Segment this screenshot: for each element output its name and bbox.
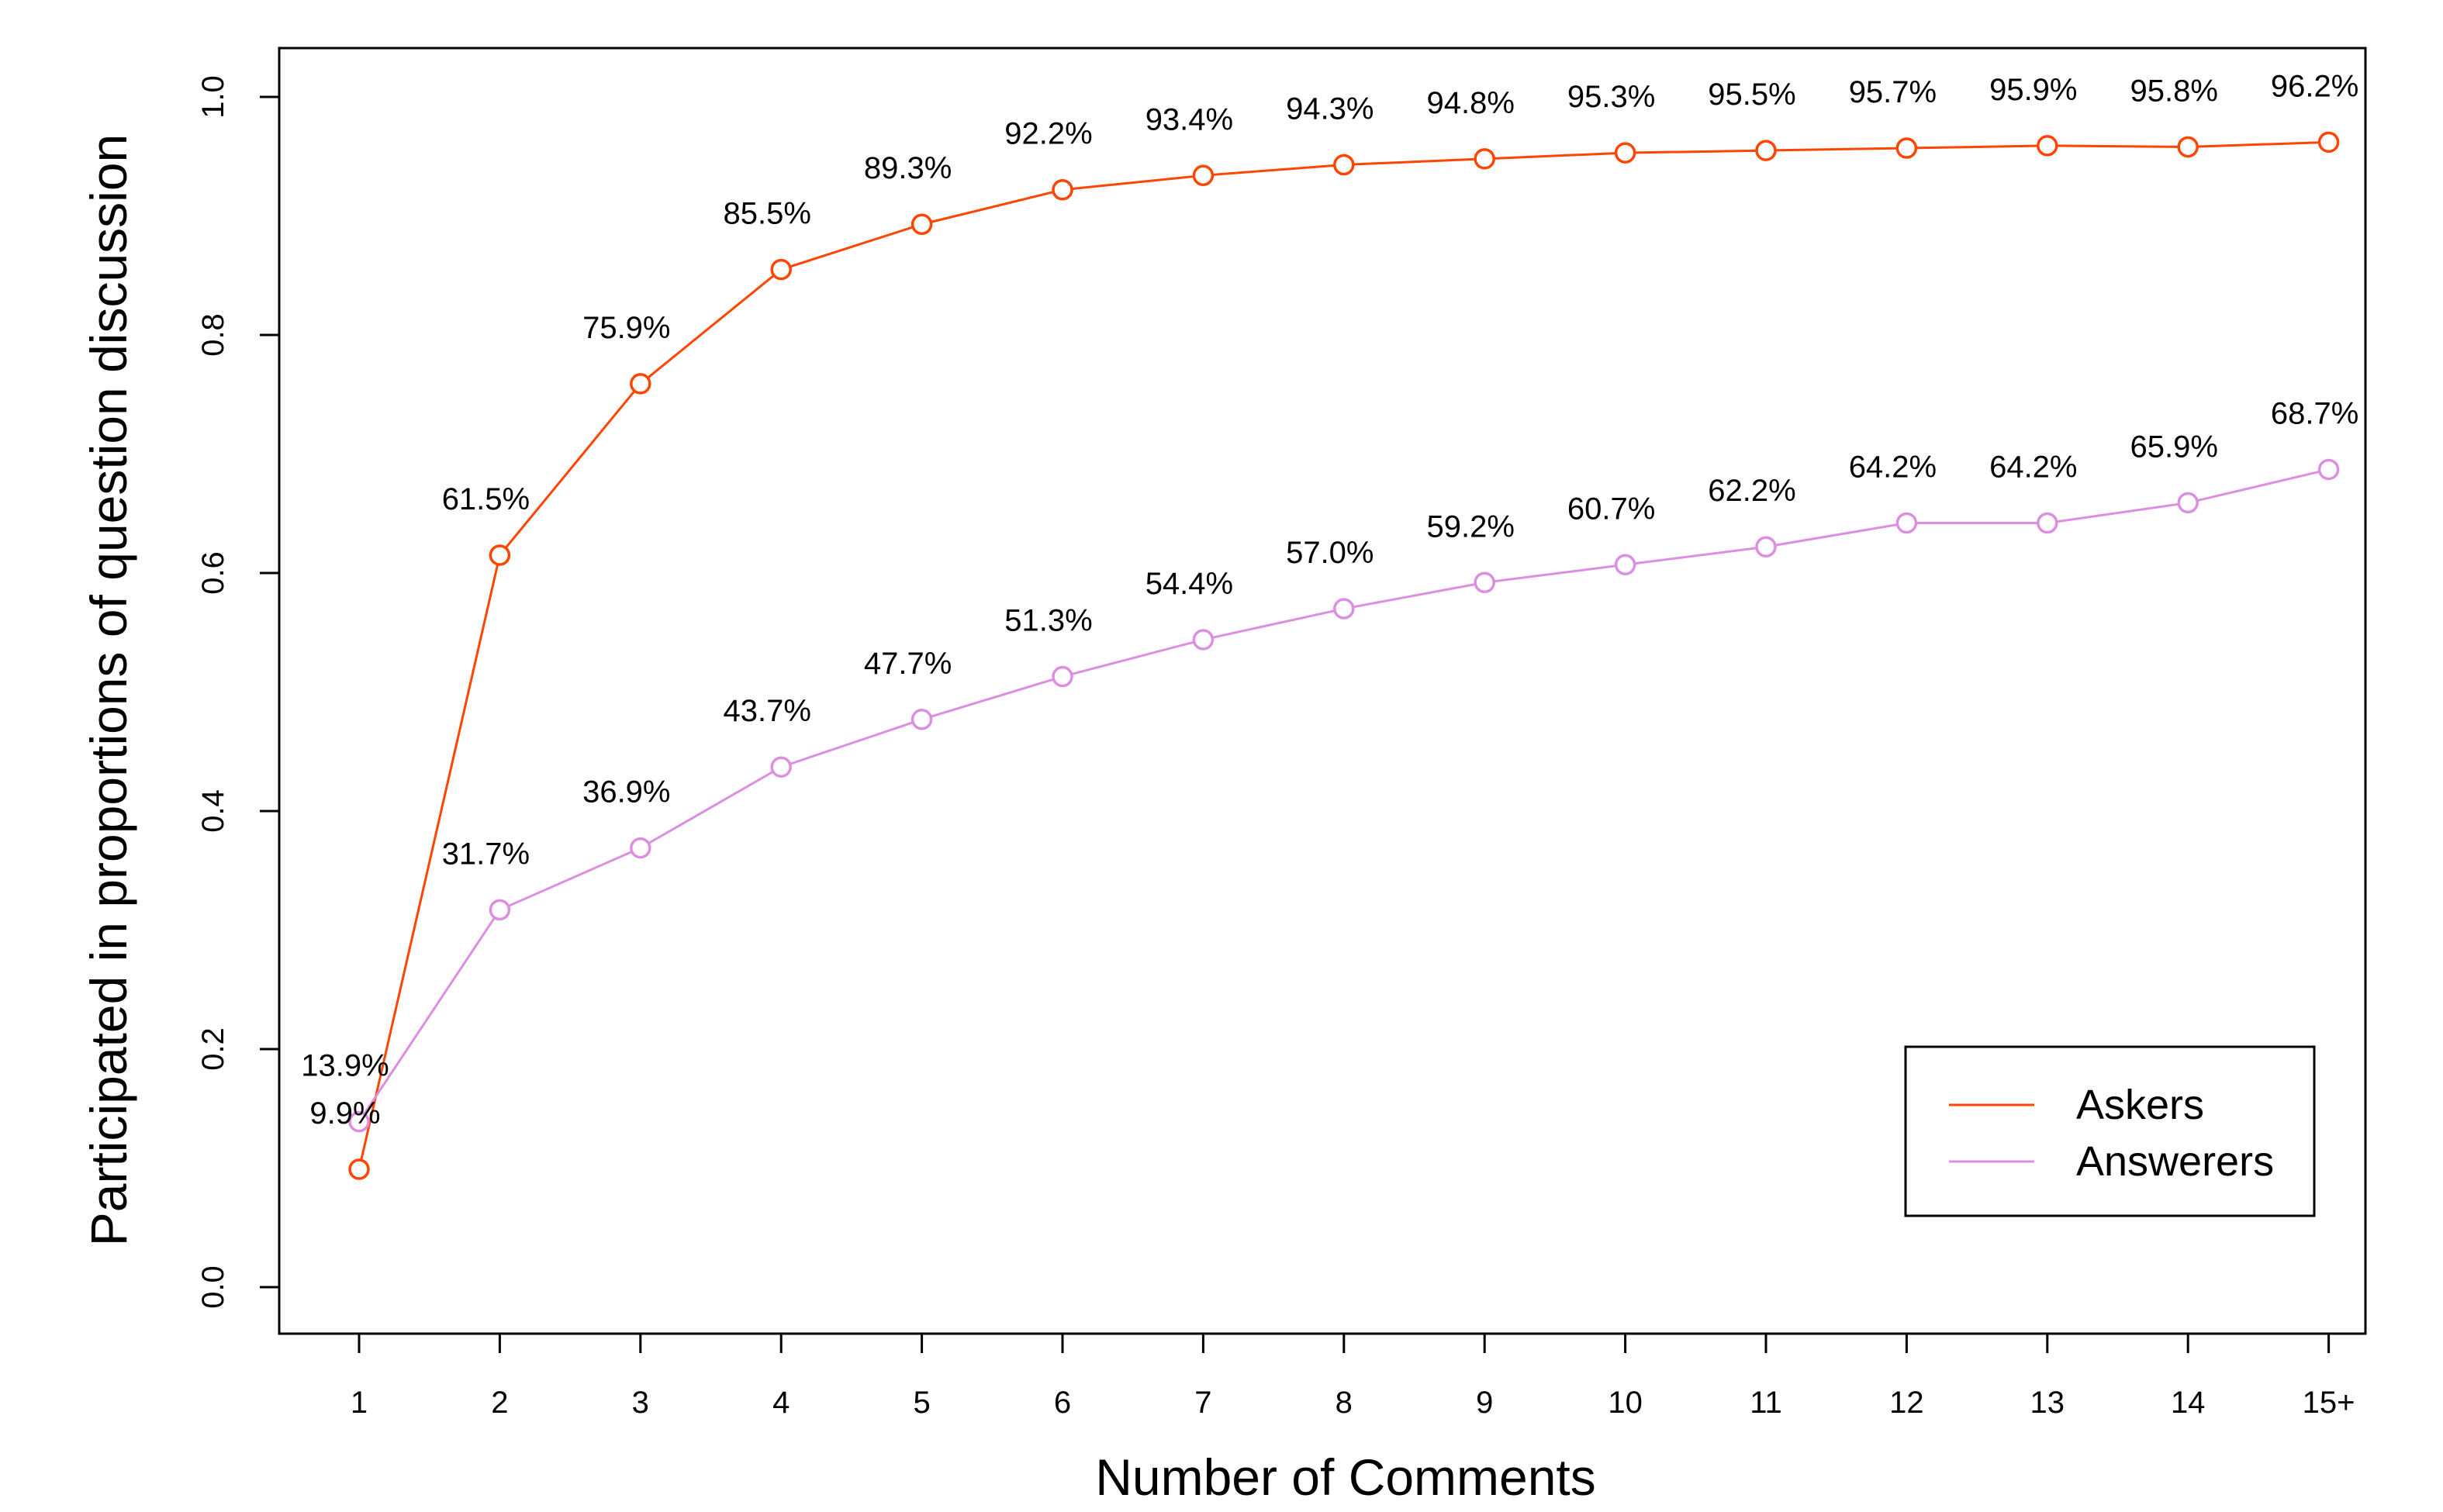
- y-tick-label: 0.0: [196, 1265, 230, 1309]
- y-tick-label: 0.6: [196, 551, 230, 595]
- data-point-answerers: [630, 837, 651, 859]
- data-label-answerers: 59.2%: [1426, 509, 1514, 544]
- data-point-answerers: [1474, 571, 1495, 594]
- x-tick-label: 10: [1608, 1386, 1643, 1420]
- x-tick-label: 6: [1054, 1386, 1071, 1420]
- legend-box: [1904, 1045, 2316, 1217]
- data-label-answerers: 64.2%: [1849, 450, 1937, 485]
- data-point-askers: [630, 373, 651, 395]
- x-tick-label: 14: [2171, 1386, 2206, 1420]
- y-axis-title: Participated in proportions of question …: [80, 134, 137, 1247]
- data-point-answerers: [2177, 492, 2199, 514]
- legend-label-askers: Askers: [2076, 1082, 2204, 1128]
- data-point-askers: [2177, 136, 2199, 158]
- data-label-answerers: 47.7%: [864, 647, 952, 681]
- series-line-askers: [358, 140, 2329, 1170]
- data-point-answerers: [1755, 536, 1777, 558]
- x-tick-label: 9: [1476, 1386, 1493, 1420]
- data-label-answerers: 57.0%: [1286, 536, 1374, 570]
- data-point-askers: [348, 1158, 370, 1180]
- data-label-askers: 92.2%: [1004, 117, 1092, 151]
- x-tick-label: 11: [1750, 1386, 1782, 1420]
- data-point-answerers: [770, 756, 792, 778]
- data-label-answerers: 65.9%: [2130, 430, 2217, 464]
- x-tick-label: 4: [772, 1386, 790, 1420]
- x-axis-title: Number of Comments: [1095, 1448, 1596, 1506]
- legend-label-answerers: Answerers: [2076, 1138, 2274, 1185]
- data-label-askers: 96.2%: [2271, 69, 2358, 103]
- data-point-askers: [1474, 148, 1495, 170]
- data-label-askers: 94.8%: [1426, 86, 1514, 120]
- data-label-answerers: 31.7%: [442, 837, 530, 871]
- x-tick-label: 12: [1889, 1386, 1924, 1420]
- data-label-askers: 95.8%: [2130, 74, 2217, 108]
- data-point-answerers: [911, 709, 933, 730]
- data-label-answerers: 13.9%: [301, 1049, 389, 1083]
- legend: Askers Answerers: [1904, 1045, 2316, 1217]
- data-point-askers: [770, 258, 792, 281]
- data-point-answerers: [489, 899, 511, 921]
- data-point-answerers: [2037, 512, 2058, 534]
- data-point-askers: [1755, 140, 1777, 161]
- data-label-askers: 89.3%: [864, 151, 952, 185]
- data-label-askers: 95.9%: [1989, 73, 2077, 107]
- data-label-answerers: 68.7%: [2271, 396, 2358, 430]
- series-layer: [348, 131, 2340, 1180]
- data-point-askers: [1192, 164, 1215, 187]
- data-label-askers: 95.5%: [1708, 78, 1795, 112]
- data-point-askers: [911, 213, 933, 235]
- data-label-answerers: 62.2%: [1708, 474, 1795, 508]
- data-label-answerers: 51.3%: [1004, 604, 1092, 638]
- x-tick-label: 2: [491, 1386, 508, 1420]
- data-point-answerers: [348, 1110, 370, 1133]
- x-tick-label: 15+: [2303, 1386, 2355, 1420]
- data-label-askers: 95.7%: [1849, 75, 1937, 109]
- data-label-answerers: 43.7%: [723, 694, 810, 728]
- y-tick-label: 0.8: [196, 313, 230, 357]
- x-tick-label: 5: [913, 1386, 930, 1420]
- y-tick-label: 0.4: [196, 789, 230, 833]
- data-label-answerers: 36.9%: [582, 775, 670, 810]
- data-label-answerers: 54.4%: [1145, 567, 1233, 601]
- data-label-askers: 85.5%: [723, 197, 810, 231]
- data-labels-layer: 9.9% 61.5% 75.9% 85.5% 89.3% 92.2% 93.4% 94.3% 9…: [301, 69, 2358, 1131]
- data-point-askers: [489, 544, 511, 566]
- data-label-answerers: 60.7%: [1567, 492, 1655, 526]
- data-point-askers: [1614, 142, 1636, 164]
- y-tick-label: 1.0: [196, 75, 230, 119]
- data-point-askers: [2037, 135, 2058, 157]
- data-label-askers: 75.9%: [582, 311, 670, 345]
- data-label-askers: 61.5%: [442, 482, 530, 516]
- data-point-answerers: [1333, 598, 1355, 620]
- x-tick-label: 1: [351, 1386, 368, 1420]
- data-point-answerers: [2317, 458, 2340, 481]
- data-point-answerers: [1192, 629, 1215, 651]
- data-point-answerers: [1895, 512, 1918, 534]
- data-point-askers: [1333, 154, 1355, 176]
- data-label-askers: 94.3%: [1286, 91, 1374, 126]
- data-point-askers: [1895, 137, 1918, 159]
- data-label-askers: 95.3%: [1567, 80, 1655, 114]
- data-point-askers: [1052, 178, 1073, 201]
- data-label-askers: 93.4%: [1145, 102, 1233, 136]
- data-point-answerers: [1052, 665, 1073, 688]
- data-point-askers: [2317, 131, 2340, 154]
- data-label-answerers: 64.2%: [1989, 450, 2077, 485]
- y-tick-label: 0.2: [196, 1027, 230, 1071]
- x-tick-label: 3: [632, 1386, 649, 1420]
- x-tick-label: 8: [1336, 1386, 1353, 1420]
- data-point-answerers: [1614, 554, 1636, 576]
- data-label-askers: 9.9%: [309, 1096, 380, 1131]
- x-tick-label: 13: [2030, 1386, 2065, 1420]
- x-tick-label: 7: [1194, 1386, 1211, 1420]
- plot-frame: [278, 47, 2367, 1335]
- axes-layer: 1 2 3 4 5 6 7 8 9 10 11 12 13 14 15+0.00.20.40.60.81.0: [196, 47, 2367, 1420]
